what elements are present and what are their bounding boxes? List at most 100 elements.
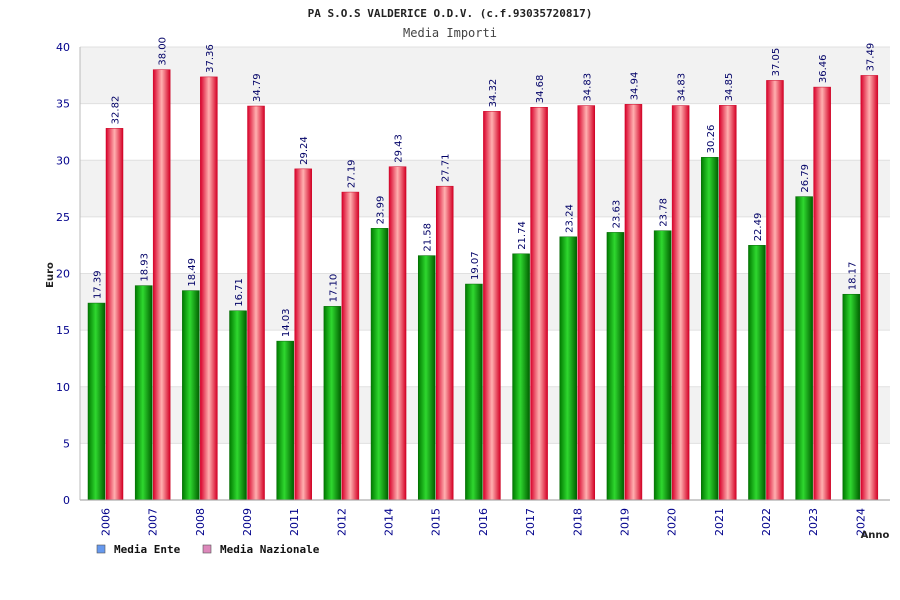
x-tick-label: 2023 [807, 508, 820, 536]
bar-media-nazionale [152, 69, 171, 501]
bar-media-nazionale [577, 105, 596, 501]
x-tick-label: 2015 [430, 508, 443, 536]
bar-media-ente [87, 302, 106, 501]
data-label: 21.74 [517, 221, 528, 250]
bar-media-nazionale [813, 86, 831, 501]
bar-media-ente [842, 293, 861, 501]
bar-media-nazionale [719, 105, 737, 501]
data-label: 18.17 [847, 262, 858, 291]
x-tick-label: 2017 [524, 508, 537, 536]
y-tick-label: 35 [56, 98, 70, 111]
data-label: 29.43 [394, 134, 405, 163]
data-label: 27.19 [346, 159, 357, 188]
y-tick-label: 0 [63, 494, 70, 507]
x-tick-label: 2016 [477, 508, 490, 536]
data-label: 27.71 [441, 154, 452, 183]
data-label: 34.79 [252, 73, 263, 102]
data-label: 18.93 [140, 253, 151, 282]
y-tick-label: 40 [56, 41, 70, 54]
y-tick-label: 5 [63, 437, 70, 450]
bar-media-ente [465, 283, 483, 501]
x-tick-label: 2024 [854, 508, 867, 536]
data-label: 34.83 [677, 73, 688, 102]
data-label: 19.07 [470, 251, 481, 280]
bar-media-nazionale [483, 111, 501, 501]
data-label: 18.49 [187, 258, 198, 287]
data-label: 23.24 [564, 204, 575, 233]
y-axis-title: Euro [45, 262, 56, 288]
data-label: 37.36 [205, 44, 216, 73]
bar-media-nazionale [105, 128, 124, 501]
data-label: 22.49 [753, 213, 764, 242]
bar-media-ente [276, 340, 294, 501]
x-axis-ticks: 2006 2007 2008 2009 2011 2012 2014 2015 2016 2017… [100, 508, 868, 536]
bar-media-ente [134, 285, 153, 501]
bar-media-nazionale [247, 105, 265, 501]
data-label: 23.63 [611, 200, 622, 229]
bar-media-ente [512, 253, 530, 501]
data-label: 23.99 [376, 196, 387, 225]
bar-media-ente [701, 157, 719, 501]
bar-media-nazionale [530, 106, 548, 501]
bar-media-nazionale [860, 75, 879, 501]
bar-media-nazionale [200, 76, 218, 501]
bar-media-ente [653, 230, 672, 501]
y-tick-label: 15 [56, 324, 70, 337]
data-label: 21.58 [423, 223, 434, 252]
bar-media-ente [370, 228, 389, 501]
bar-media-nazionale [388, 166, 407, 501]
x-tick-label: 2020 [666, 508, 679, 536]
data-label: 23.78 [659, 198, 670, 227]
data-label: 17.10 [328, 274, 339, 303]
data-label: 34.83 [582, 73, 593, 102]
bar-media-ente [182, 290, 200, 501]
bar-media-ente [229, 310, 247, 501]
data-label: 17.39 [93, 270, 104, 299]
data-label: 16.71 [234, 278, 245, 307]
x-tick-label: 2008 [194, 508, 207, 536]
x-tick-label: 2014 [383, 508, 396, 536]
x-tick-label: 2009 [241, 508, 254, 536]
x-tick-label: 2022 [760, 508, 773, 536]
bar-media-ente [748, 245, 766, 501]
chart-title: PA S.O.S VALDERICE O.D.V. (c.f.930357208… [308, 7, 593, 20]
bar-media-nazionale [435, 185, 454, 501]
bar-media-nazionale [671, 105, 690, 501]
x-axis-title: Anno [861, 530, 890, 541]
x-tick-label: 2007 [147, 508, 160, 536]
y-axis-ticks: 0 5 10 15 20 25 30 35 40 [56, 41, 70, 507]
data-label: 37.49 [865, 43, 876, 72]
bar-media-nazionale [294, 168, 312, 501]
legend-swatch-media-nazionale [202, 544, 212, 554]
legend-label-media-ente: Media Ente [114, 543, 181, 556]
data-label: 14.03 [281, 308, 292, 337]
x-tick-label: 2006 [100, 508, 113, 536]
data-label: 30.26 [706, 125, 717, 154]
y-tick-label: 25 [56, 211, 70, 224]
x-tick-label: 2012 [335, 508, 348, 536]
x-tick-label: 2018 [571, 508, 584, 536]
bar-media-ente [323, 306, 342, 501]
bar-media-ente [606, 232, 625, 501]
data-label: 29.24 [299, 136, 310, 165]
bars: 17.39 32.82 18.93 38.00 18.49 37.36 16.71 34.79… [87, 37, 879, 501]
bar-media-nazionale [624, 104, 643, 501]
legend-label-media-nazionale: Media Nazionale [220, 543, 320, 556]
data-label: 26.79 [800, 164, 811, 193]
x-tick-label: 2021 [713, 508, 726, 536]
data-label: 34.85 [724, 73, 735, 102]
x-tick-label: 2019 [618, 508, 631, 536]
data-label: 34.94 [629, 72, 640, 101]
y-tick-label: 10 [56, 381, 70, 394]
bar-media-ente [795, 196, 813, 501]
data-label: 34.68 [535, 75, 546, 104]
y-tick-label: 20 [56, 268, 70, 281]
data-label: 32.82 [111, 96, 122, 125]
data-label: 34.32 [488, 79, 499, 108]
chart-subtitle: Media Importi [403, 26, 497, 40]
y-tick-label: 30 [56, 154, 70, 167]
bar-media-ente [417, 255, 436, 501]
bar-media-nazionale [766, 80, 784, 501]
legend: Media Ente Media Nazionale [96, 543, 320, 556]
